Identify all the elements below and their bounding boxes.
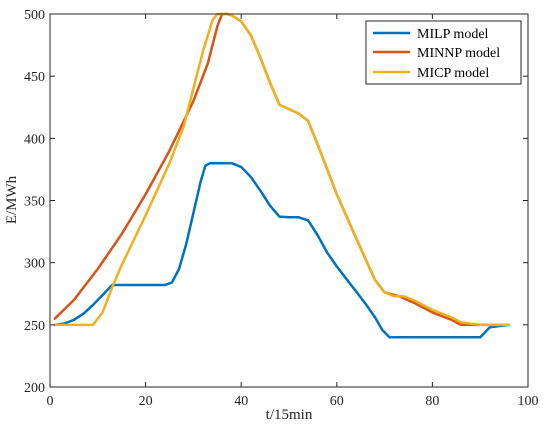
y-tick-label: 350: [24, 195, 45, 210]
ticks-layer: 0 20 40 60 80 100 200 250 300 350 400 450 500: [24, 8, 539, 409]
legend-label-micp: MICP model: [417, 66, 489, 81]
y-tick-label: 450: [24, 70, 45, 85]
x-tick-label: 80: [425, 394, 439, 409]
y-tick-label: 300: [24, 257, 45, 272]
x-tick-label: 60: [330, 394, 344, 409]
legend: MILP model MINNP model MICP model: [365, 20, 522, 85]
x-axis-label: t/15min: [266, 407, 313, 423]
series-line-milp-model: [53, 161, 511, 339]
y-tick-label: 500: [24, 8, 45, 23]
x-tick-label: 100: [518, 394, 539, 409]
legend-label-minnp: MINNP model: [417, 46, 500, 61]
y-tick-label: 400: [24, 132, 45, 147]
y-tick-label: 200: [24, 381, 45, 396]
x-tick-label: 40: [234, 394, 248, 409]
y-axis-label: E/MWh: [4, 175, 20, 224]
legend-label-milp: MILP model: [417, 27, 489, 42]
x-tick-label: 20: [139, 394, 153, 409]
x-tick-label: 0: [47, 394, 54, 409]
series-layer: [53, 12, 511, 339]
series-line-micp-model: [53, 12, 511, 327]
y-tick-label: 250: [24, 319, 45, 334]
